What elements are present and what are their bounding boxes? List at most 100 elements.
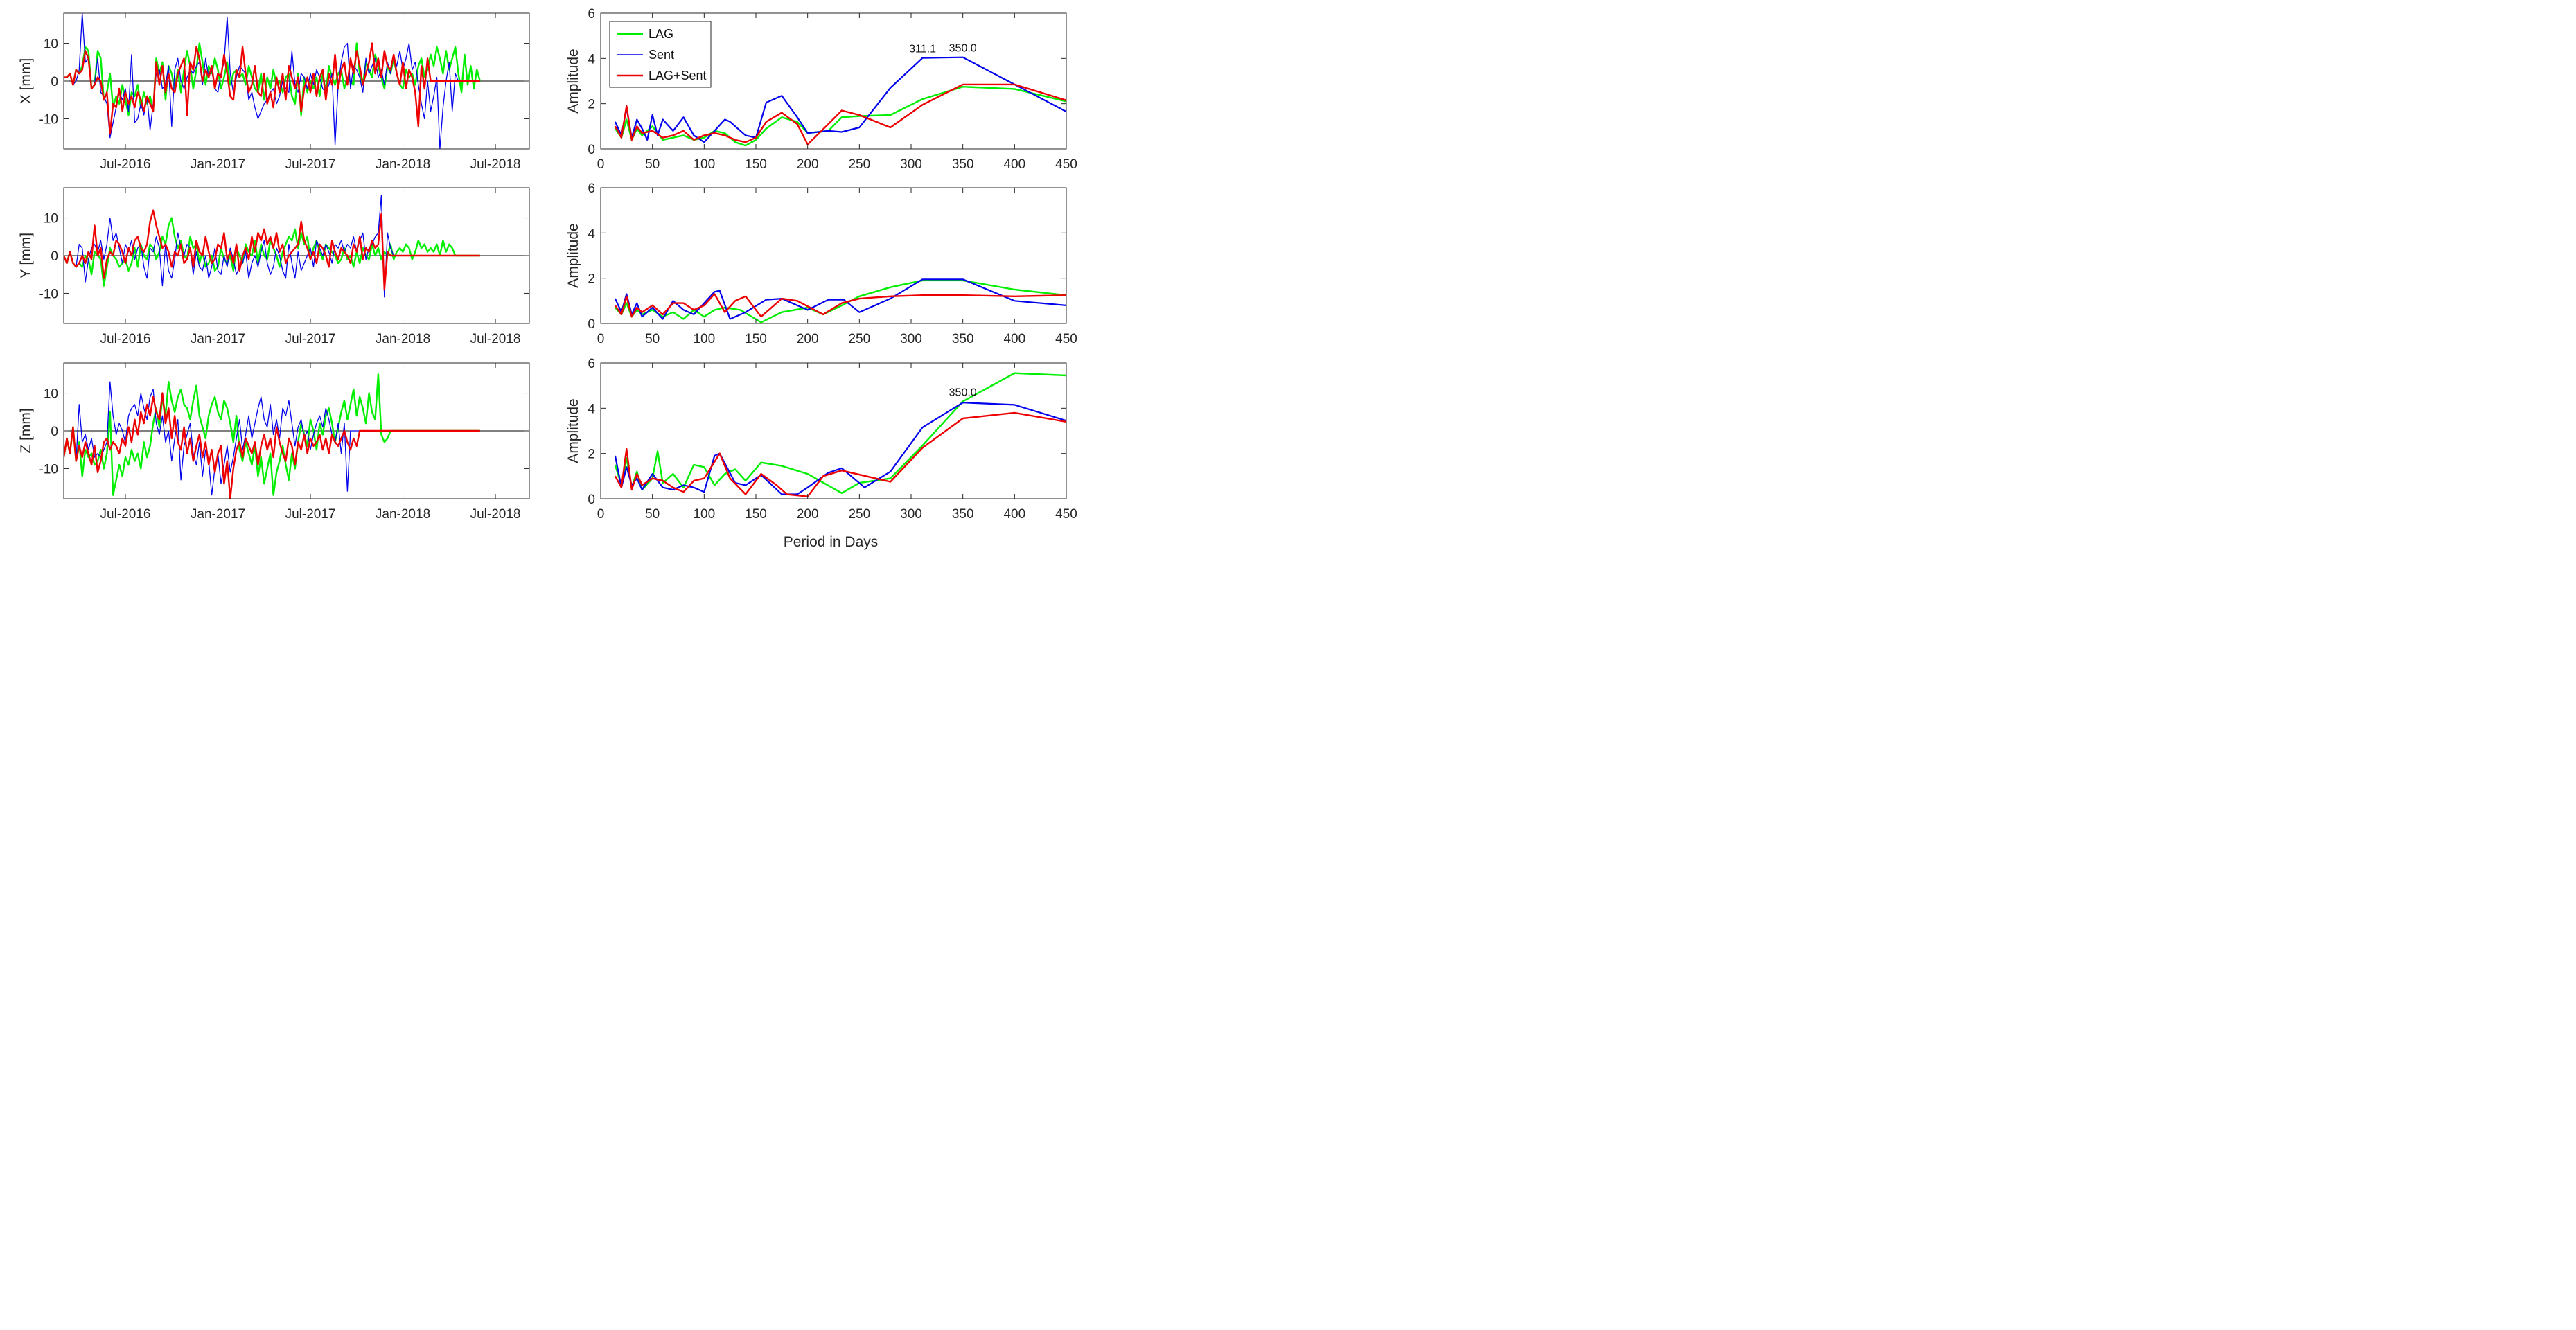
xtick-label-spec-z-50: 50 [645, 507, 660, 522]
xtick-label-spec-x-350: 350 [952, 157, 974, 172]
series-lag-spec-z [614, 372, 1066, 494]
xtick-label-spec-x-200: 200 [797, 157, 819, 172]
axis-frame-spec-x [600, 12, 1067, 150]
xtick-label-spec-y-400: 400 [1003, 332, 1025, 346]
annotation-spec-x-1: 350.0 [949, 43, 977, 55]
xtick-label-ts-y-4: Jul-2016 [100, 332, 151, 346]
axis-frame-spec-y [600, 187, 1067, 324]
series-sent-spec-z [614, 402, 1066, 495]
ytick-label-spec-z-6: 6 [588, 357, 595, 371]
xtick-label-ts-z-28: Jul-2018 [470, 507, 521, 522]
xtick-label-ts-z-22: Jan-2018 [376, 507, 430, 522]
ytick-label-spec-y-2: 2 [588, 272, 595, 287]
xtick-label-spec-x-50: 50 [645, 157, 660, 172]
xtick-label-spec-z-0: 0 [597, 507, 605, 522]
xtick-label-spec-z-300: 300 [900, 507, 922, 522]
xtick-label-ts-z-10: Jan-2017 [191, 507, 245, 522]
xtick-label-ts-z-16: Jul-2017 [285, 507, 336, 522]
ytick-label-spec-y-0: 0 [588, 317, 595, 332]
xtick-label-spec-x-0: 0 [597, 157, 605, 172]
ytick-label-ts-y--10: -10 [39, 287, 58, 301]
series-lag-spec-x [614, 85, 1066, 147]
xlabel-period: Period in Days [784, 534, 879, 550]
xtick-label-spec-y-250: 250 [848, 332, 870, 346]
ylabel-z-timeseries: Z [mm] [18, 408, 34, 453]
ytick-label-spec-z-2: 2 [588, 447, 595, 462]
series-group-spec-x [614, 56, 1066, 147]
xtick-label-spec-x-100: 100 [693, 157, 715, 172]
xtick-label-ts-x-4: Jul-2016 [100, 157, 151, 172]
xtick-label-ts-z-4: Jul-2016 [100, 507, 151, 522]
xtick-label-spec-x-150: 150 [745, 157, 767, 172]
ytick-label-ts-z--10: -10 [39, 462, 58, 477]
series-group-ts-z [64, 373, 480, 499]
series-lag-sent-spec-z [614, 411, 1066, 497]
ytick-label-spec-x-6: 6 [588, 7, 595, 21]
xtick-label-ts-y-22: Jan-2018 [376, 332, 430, 346]
ylabel-x-timeseries: X [mm] [18, 58, 34, 105]
xtick-label-spec-y-0: 0 [597, 332, 605, 346]
xtick-label-ts-x-22: Jan-2018 [376, 157, 430, 172]
xtick-label-spec-z-250: 250 [848, 507, 870, 522]
ytick-label-ts-y-0: 0 [51, 249, 58, 264]
series-lag-sent-ts-y [64, 209, 480, 291]
series-lag-sent-spec-y [614, 293, 1066, 318]
ytick-label-ts-z-0: 0 [51, 425, 58, 439]
xtick-label-spec-x-250: 250 [848, 157, 870, 172]
ytick-label-spec-z-0: 0 [588, 493, 595, 507]
xtick-label-ts-y-10: Jan-2017 [191, 332, 245, 346]
ylabel-y-spectrum: Amplitude [565, 223, 581, 287]
series-lag-ts-y [64, 217, 480, 287]
ylabel-x-spectrum: Amplitude [565, 48, 581, 113]
legend-label-lag-sent: LAG+Sent [649, 69, 707, 82]
xtick-label-spec-z-100: 100 [693, 507, 715, 522]
panel-y-spectrum: Amplitude 0 2 4 6 0 50 100 150 200 250 300 350 400 45… [565, 181, 1077, 346]
xtick-label-spec-z-150: 150 [745, 507, 767, 522]
xtick-label-spec-z-200: 200 [797, 507, 819, 522]
xtick-label-spec-y-450: 450 [1055, 332, 1077, 346]
series-lag-sent-spec-x [614, 83, 1066, 145]
xtick-label-spec-z-400: 400 [1003, 507, 1025, 522]
ytick-label-ts-x-10: 10 [44, 37, 58, 52]
figure: X [mm] -10 0 10 Jul-2016 Jan-2017 Jul-2017 Jan… [18, 7, 1077, 550]
series-group-ts-x [64, 13, 481, 149]
series-sent-spec-y [614, 278, 1066, 320]
xtick-label-spec-x-450: 450 [1055, 157, 1077, 172]
ytick-label-ts-x-0: 0 [51, 75, 58, 89]
ytick-label-spec-z-4: 4 [588, 402, 595, 416]
panel-z-timeseries: Z [mm] -10 0 10 Jul-2016 Jan-2017 Jul-2017 Jan… [18, 362, 530, 522]
xtick-label-ts-y-28: Jul-2018 [470, 332, 521, 346]
xtick-label-spec-z-350: 350 [952, 507, 974, 522]
panel-z-spectrum: Amplitude Period in Days 0 2 4 6 0 50 100 150 20… [565, 357, 1077, 550]
xtick-label-ts-x-10: Jan-2017 [191, 157, 245, 172]
ytick-label-spec-y-4: 4 [588, 227, 595, 241]
ytick-label-spec-x-4: 4 [588, 52, 595, 66]
panel-x-timeseries: X [mm] -10 0 10 Jul-2016 Jan-2017 Jul-2017 Jan… [18, 12, 530, 172]
series-group-spec-y [614, 278, 1066, 323]
xtick-label-spec-y-350: 350 [952, 332, 974, 346]
xtick-label-spec-y-100: 100 [693, 332, 715, 346]
panel-x-spectrum: Amplitude LAG Sent LAG+Sent 0 2 4 6 0 50 100 15… [565, 7, 1077, 172]
ytick-label-ts-y-10: 10 [44, 212, 58, 227]
series-group-ts-y [64, 195, 480, 298]
xtick-label-spec-y-300: 300 [900, 332, 922, 346]
series-sent-spec-x [614, 56, 1066, 143]
xtick-label-spec-y-150: 150 [745, 332, 767, 346]
legend: LAG Sent LAG+Sent [609, 21, 712, 88]
series-lag-spec-y [615, 279, 1066, 323]
series-lag-sent-ts-x [64, 42, 480, 135]
panel-y-timeseries: Y [mm] -10 0 10 Jul-2016 Jan-2017 Jul-2017 Jan… [18, 187, 530, 346]
xtick-label-spec-x-400: 400 [1003, 157, 1025, 172]
ylabel-y-timeseries: Y [mm] [18, 233, 34, 278]
xtick-label-ts-y-16: Jul-2017 [285, 332, 336, 346]
ytick-label-ts-x--10: -10 [39, 112, 58, 127]
annotation-spec-x-0: 311.1 [909, 44, 936, 55]
ytick-label-spec-x-2: 2 [588, 98, 595, 112]
legend-label-sent: Sent [649, 48, 674, 62]
xtick-label-ts-x-16: Jul-2017 [285, 157, 336, 172]
series-group-spec-z [614, 372, 1066, 497]
ylabel-z-spectrum: Amplitude [565, 398, 581, 463]
xtick-label-spec-y-50: 50 [645, 332, 660, 346]
legend-label-lag: LAG [649, 27, 673, 41]
ytick-label-spec-y-6: 6 [588, 181, 595, 196]
